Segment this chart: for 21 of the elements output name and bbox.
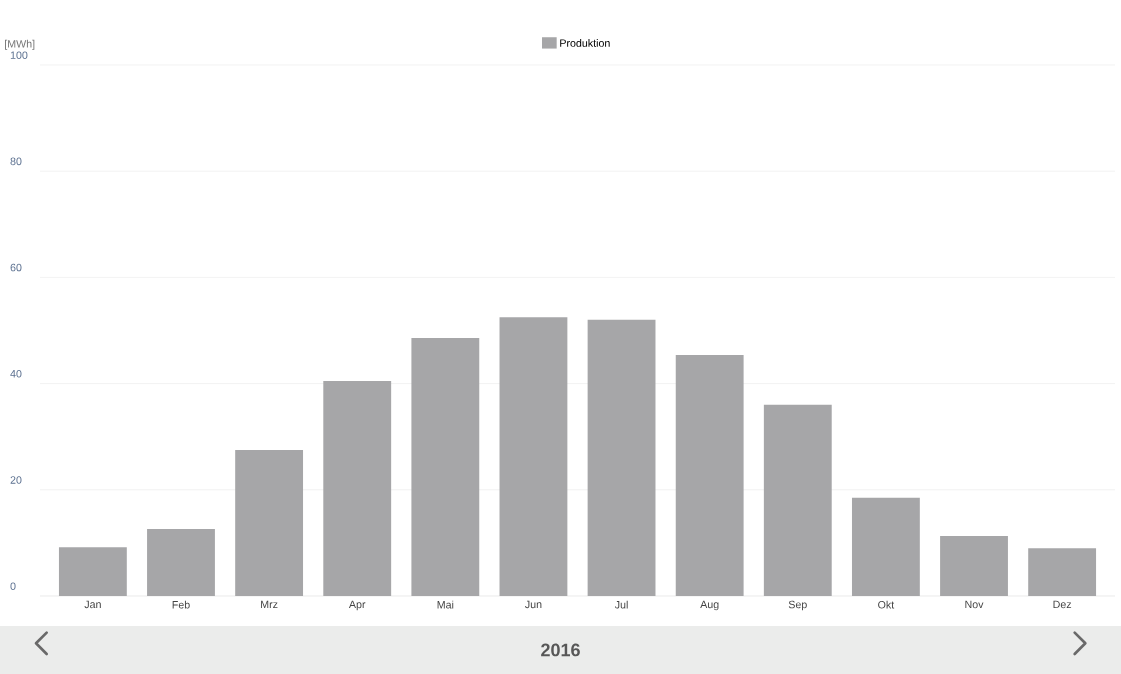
x-tick-label: Mai: [437, 600, 454, 609]
x-tick-label: Sep: [788, 600, 807, 611]
x-tick-label: Nov: [965, 600, 984, 609]
y-tick-label: 0: [10, 582, 16, 590]
legend-label: Produktion: [560, 39, 610, 47]
x-tick-label: Apr: [348, 600, 366, 611]
x-tick-label: Jul: [614, 600, 628, 609]
text: 2016: [541, 643, 580, 657]
x-tick-label: Jan: [84, 600, 101, 609]
x-tick-label: Mrz: [261, 600, 278, 609]
y-tick-label: 80: [10, 157, 22, 166]
y-tick-label: 20: [10, 476, 22, 484]
y-tick-label: 100: [10, 51, 28, 59]
y-tick-label: 40: [10, 369, 22, 378]
x-tick-label: Dez: [1053, 600, 1072, 609]
y-tick-label: 60: [10, 263, 22, 272]
x-tick-label: Feb: [172, 600, 190, 609]
x-tick-label: Okt: [878, 600, 895, 609]
x-tick-label: Jun: [525, 600, 542, 609]
y-axis-title: [MWh]: [5, 39, 35, 50]
x-tick-label: Aug: [700, 600, 719, 611]
